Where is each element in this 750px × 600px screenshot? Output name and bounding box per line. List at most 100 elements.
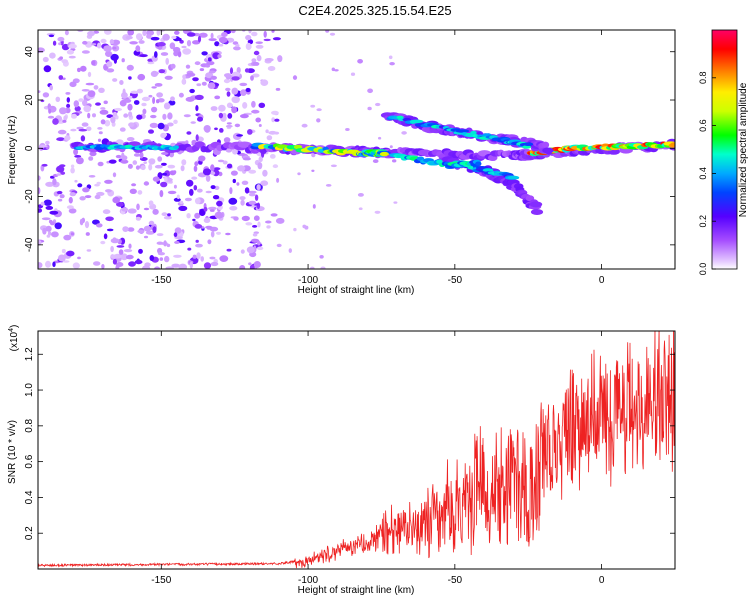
- heatmap-cell: [174, 236, 183, 240]
- spectrogram-ticks: -150 -100 -50 0 -40 -20 0 20 40: [24, 30, 675, 286]
- heatmap-cell: [156, 241, 164, 245]
- heatmap-cell: [226, 102, 233, 109]
- heatmap-cell: [132, 160, 138, 165]
- heatmap-cell: [68, 55, 76, 59]
- heatmap-cell: [248, 200, 257, 205]
- heatmap-cell: [169, 42, 176, 50]
- heatmap-cell: [112, 111, 118, 117]
- heatmap-cell: [56, 165, 65, 173]
- heatmap-cell: [177, 37, 182, 42]
- heatmap-cell: [104, 119, 111, 127]
- heatmap-cell: [65, 92, 71, 95]
- heatmap-cell: [61, 248, 66, 254]
- heatmap-cell: [152, 208, 159, 215]
- heatmap-cell: [167, 112, 173, 120]
- heatmap-cell: [38, 175, 41, 181]
- heatmap-cell: [157, 122, 165, 130]
- heatmap-cell: [189, 261, 193, 269]
- heatmap-cell: [242, 102, 248, 109]
- heatmap-cell: [225, 232, 231, 236]
- heatmap-cell: [54, 222, 62, 230]
- heatmap-cell: [161, 172, 168, 176]
- heatmap-cell: [129, 188, 137, 194]
- heatmap-cell: [118, 249, 124, 255]
- colorbar: 0.0 0.2 0.4 0.6 0.8 Normalized spectral ampl…: [698, 29, 749, 275]
- heatmap-cell: [210, 171, 216, 176]
- heatmap-cell: [104, 30, 112, 35]
- heatmap-cell: [194, 197, 201, 205]
- heatmap-cell: [70, 232, 75, 236]
- heatmap-cell: [173, 254, 182, 258]
- heatmap-cell: [85, 82, 95, 86]
- heatmap-cell: [81, 50, 90, 54]
- heatmap-cell: [129, 41, 138, 45]
- heatmap-cell: [210, 261, 219, 267]
- heatmap-cell: [45, 205, 54, 210]
- heatmap-cell: [272, 37, 281, 41]
- heatmap-cell: [475, 161, 482, 166]
- heatmap-cell: [110, 245, 114, 253]
- heatmap-cell: [97, 161, 104, 167]
- y-tick-label: 0: [24, 145, 35, 151]
- heatmap-cell: [265, 220, 272, 224]
- heatmap-cell: [239, 196, 246, 201]
- heatmap-cell: [244, 68, 250, 73]
- heatmap-cell: [214, 127, 218, 131]
- heatmap-cell: [61, 59, 68, 64]
- heatmap-cell: [245, 42, 252, 51]
- heatmap-cell: [167, 122, 174, 127]
- heatmap-cell: [103, 233, 108, 240]
- heatmap-cell: [389, 62, 395, 66]
- heatmap-cell: [119, 80, 124, 85]
- heatmap-cell: [100, 107, 106, 110]
- heatmap-cell: [209, 256, 216, 260]
- heatmap-cell: [48, 34, 55, 38]
- heatmap-cell: [62, 260, 70, 263]
- heatmap-cell: [203, 206, 208, 212]
- heatmap-cell: [157, 98, 165, 103]
- heatmap-cell: [310, 104, 316, 108]
- heatmap-cell: [217, 54, 222, 59]
- heatmap-cell: [110, 116, 116, 124]
- heatmap-cell: [148, 220, 155, 226]
- x-tick-label: -50: [448, 275, 463, 286]
- heatmap-cell: [258, 124, 262, 127]
- heatmap-cell: [179, 200, 184, 205]
- heatmap-cell: [66, 103, 71, 109]
- heatmap-cell: [98, 87, 105, 94]
- heatmap-cell: [241, 215, 250, 222]
- heatmap-cell: [73, 100, 80, 108]
- heatmap-cell: [173, 145, 179, 149]
- heatmap-cell: [191, 176, 198, 180]
- heatmap-cell: [112, 46, 117, 50]
- heatmap-cell: [92, 113, 96, 118]
- heatmap-cell: [230, 170, 238, 176]
- heatmap-cell: [106, 228, 114, 232]
- heatmap-cell: [71, 113, 77, 119]
- heatmap-cell: [274, 118, 280, 122]
- heatmap-cell: [240, 89, 247, 96]
- heatmap-cell: [103, 45, 112, 52]
- heatmap-cell: [288, 248, 292, 254]
- heatmap-cell: [199, 68, 205, 72]
- snr-multiplier-close: ): [9, 325, 20, 328]
- heatmap-cell: [208, 206, 217, 211]
- heatmap-cell: [64, 135, 71, 141]
- snr-series-line: [38, 331, 675, 569]
- heatmap-cell: [275, 217, 285, 224]
- heatmap-cell: [198, 155, 206, 162]
- heatmap-cell: [56, 190, 63, 195]
- heatmap-cell: [148, 129, 154, 134]
- heatmap-cell: [150, 114, 157, 119]
- heatmap-cell: [83, 105, 91, 113]
- heatmap-cell: [367, 106, 372, 111]
- y-tick-label: 0.2: [24, 526, 35, 540]
- heatmap-cell: [86, 249, 92, 252]
- heatmap-cell: [78, 98, 84, 102]
- heatmap-cell: [247, 129, 253, 135]
- heatmap-cell: [225, 87, 231, 92]
- heatmap-cell: [186, 32, 196, 37]
- colorbar-tick-label: 0.4: [698, 167, 708, 180]
- heatmap-cell: [74, 179, 78, 183]
- heatmap-cell: [266, 135, 273, 141]
